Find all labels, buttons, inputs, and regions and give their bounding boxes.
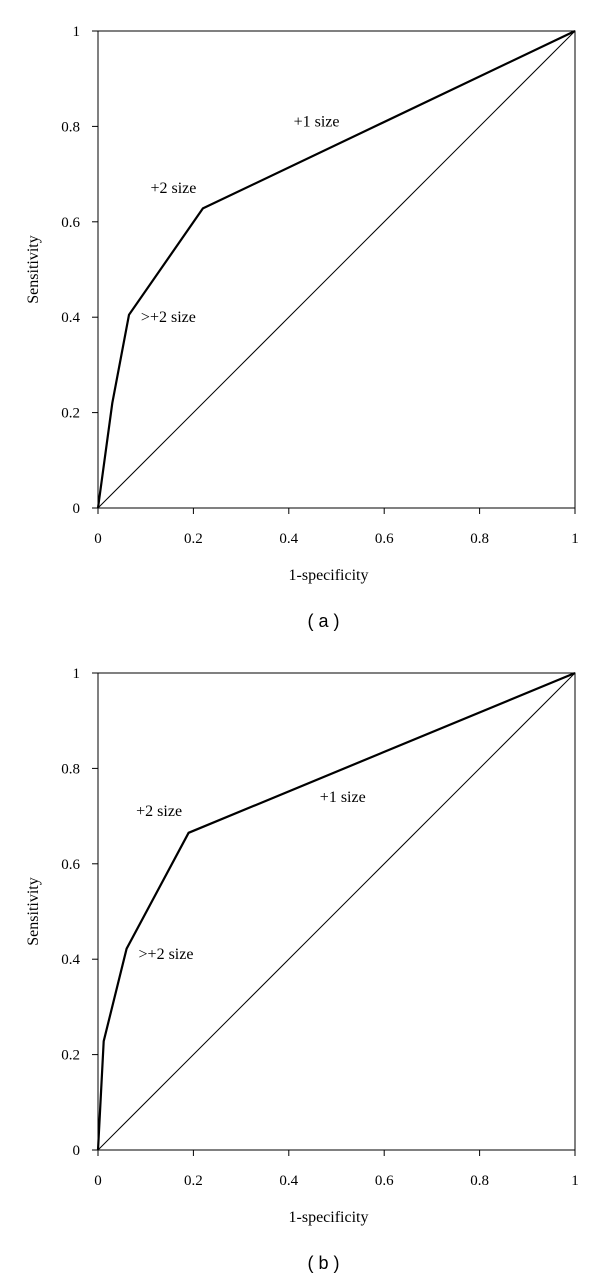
curve-annotation: +2 size [150, 180, 196, 197]
x-tick-label: 0.2 [184, 531, 203, 547]
y-tick-label: 0.4 [61, 310, 80, 326]
x-tick-label: 1 [571, 1173, 579, 1189]
x-tick-label: 0.8 [470, 1173, 489, 1189]
y-tick-label: 1 [73, 24, 81, 40]
x-axis-label: 1-specificity [289, 1209, 369, 1226]
curve-annotation: +1 size [320, 789, 366, 806]
x-tick-label: 0.2 [184, 1173, 203, 1189]
y-tick-label: 0 [73, 501, 81, 517]
x-tick-label: 0 [94, 531, 102, 547]
panel-a: 0 0.2 0.4 0.6 0.8 1 0 0.2 0.4 0.6 0.8 1 1-specificit… [25, 24, 579, 631]
y-tick-label: 0.2 [61, 1048, 80, 1064]
roc-curve-line [96, 30, 576, 509]
reference-diagonal-line [97, 30, 576, 509]
panel-a-plot-frame [97, 30, 576, 509]
curve-annotation: >+2 size [141, 309, 196, 326]
curve-annotation: >+2 size [139, 946, 194, 963]
y-tick-label: 0.8 [61, 119, 80, 135]
y-tick-label: 0.8 [61, 761, 80, 777]
y-axis-label: Sensitivity [25, 235, 42, 303]
x-tick-label: 0.8 [470, 531, 489, 547]
x-tick-label: 0.4 [279, 1173, 298, 1189]
roc-curve-line [96, 671, 576, 1151]
panel-caption: ( b ) [307, 1253, 339, 1273]
panel-caption: ( a ) [307, 611, 339, 631]
y-tick-label: 0 [73, 1143, 81, 1159]
y-tick-label: 0.2 [61, 406, 80, 422]
x-axis-label: 1-specificity [289, 567, 369, 584]
panel-b: 0 0.2 0.4 0.6 0.8 1 0 0.2 0.4 0.6 0.8 1 1-specificit… [25, 666, 579, 1273]
y-tick-label: 0.6 [61, 857, 80, 873]
x-tick-label: 0 [94, 1173, 102, 1189]
y-axis-label: Sensitivity [25, 877, 42, 945]
x-tick-label: 0.6 [375, 1173, 394, 1189]
x-tick-label: 0.6 [375, 531, 394, 547]
y-tick-label: 1 [73, 666, 81, 682]
curve-annotation: +1 size [294, 113, 340, 130]
x-tick-label: 0.4 [279, 531, 298, 547]
reference-diagonal-line [97, 672, 576, 1151]
y-tick-label: 0.4 [61, 952, 80, 968]
panel-b-plot-frame [97, 672, 576, 1151]
curve-annotation: +2 size [136, 803, 182, 820]
x-tick-label: 1 [571, 531, 579, 547]
y-tick-label: 0.6 [61, 215, 80, 231]
